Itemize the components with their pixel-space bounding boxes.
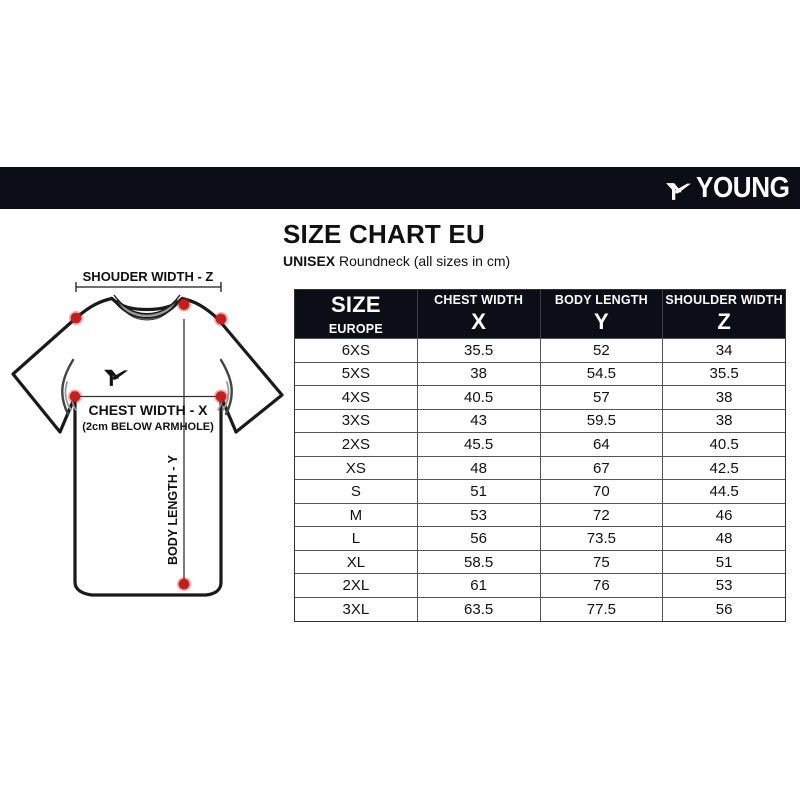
svg-text:BODY LENGTH - Y: BODY LENGTH - Y <box>166 454 180 565</box>
svg-text:(2cm BELOW ARMHOLE): (2cm BELOW ARMHOLE) <box>82 421 214 433</box>
svg-text:SHOUDER WIDTH - Z: SHOUDER WIDTH - Z <box>83 269 214 284</box>
svg-text:CHEST WIDTH - X: CHEST WIDTH - X <box>89 402 209 418</box>
